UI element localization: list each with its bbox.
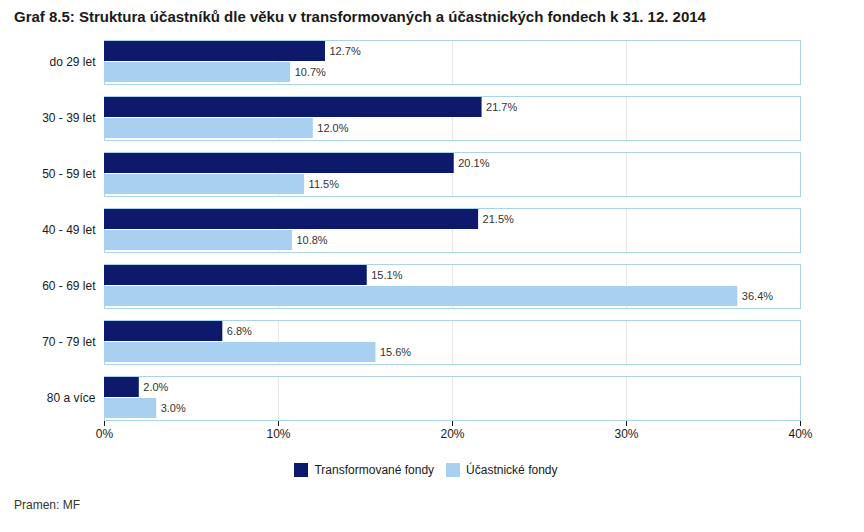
svg-text:11.5%: 11.5% — [309, 178, 340, 190]
svg-text:2.0%: 2.0% — [143, 381, 168, 393]
svg-text:0%: 0% — [96, 427, 114, 441]
html-text:Účastnické fondy: Účastnické fondy — [466, 462, 558, 477]
svg-text:12.0%: 12.0% — [317, 122, 348, 134]
svg-text:70 - 79 let: 70 - 79 let — [42, 335, 96, 349]
svg-text:10.7%: 10.7% — [295, 66, 326, 78]
svg-text:40 - 49 let: 40 - 49 let — [42, 223, 96, 237]
html-text:Graf 8.5: Struktura účastníků: Graf 8.5: Struktura účastníků dle věku v… — [14, 8, 706, 25]
html-text:Transformované fondy: Transformované fondy — [314, 462, 435, 477]
svg-text:30%: 30% — [614, 427, 638, 441]
svg-text:3.0%: 3.0% — [161, 402, 186, 414]
svg-text:36.4%: 36.4% — [742, 290, 773, 302]
html-text:Pramen: MF: Pramen: MF — [14, 498, 80, 512]
svg-text:do 29 let: do 29 let — [49, 55, 96, 69]
svg-text:6.8%: 6.8% — [227, 325, 252, 337]
svg-text:12.7%: 12.7% — [329, 45, 360, 57]
svg-text:21.5%: 21.5% — [483, 213, 514, 225]
svg-text:50 - 59 let: 50 - 59 let — [42, 167, 96, 181]
svg-text:20.1%: 20.1% — [458, 157, 489, 169]
svg-text:40%: 40% — [788, 427, 812, 441]
svg-text:21.7%: 21.7% — [486, 101, 517, 113]
svg-text:20%: 20% — [440, 427, 464, 441]
svg-text:15.6%: 15.6% — [380, 346, 411, 358]
svg-text:10.8%: 10.8% — [296, 234, 327, 246]
svg-text:80 a více: 80 a více — [47, 391, 96, 405]
svg-text:15.1%: 15.1% — [371, 269, 402, 281]
svg-text:60 - 69 let: 60 - 69 let — [42, 279, 96, 293]
svg-text:30 - 39 let: 30 - 39 let — [42, 111, 96, 125]
svg-text:10%: 10% — [266, 427, 290, 441]
